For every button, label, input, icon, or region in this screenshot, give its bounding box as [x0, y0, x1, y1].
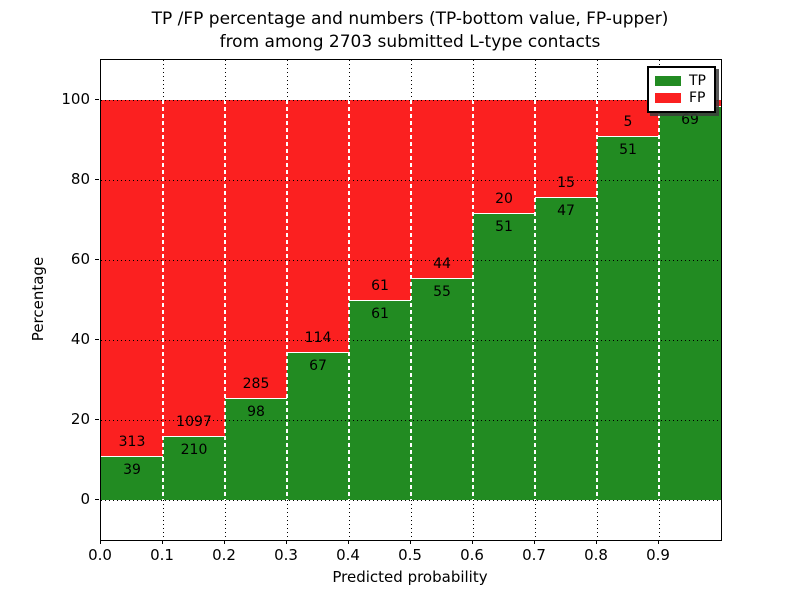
y-axis-label: Percentage	[29, 256, 47, 342]
x-axis-label: Predicted probability	[332, 568, 488, 586]
tp-segment	[163, 435, 225, 500]
tp-segment	[101, 455, 163, 500]
x-tick-label: 0.0	[88, 546, 112, 564]
y-tick-label: 100	[61, 90, 90, 108]
tp-segment	[597, 135, 659, 500]
fp-segment	[411, 100, 473, 278]
y-tick-label: 60	[70, 250, 90, 268]
bar-count-label-fp: 114	[304, 329, 332, 346]
fp-segment	[473, 100, 535, 213]
y-tick-label: 0	[80, 490, 90, 508]
bar-count-label-fp: 15	[557, 174, 575, 191]
fp-segment	[163, 100, 225, 436]
bar-boundary-line	[348, 100, 350, 500]
gridline-horizontal	[101, 180, 721, 181]
x-tick-mark	[162, 540, 163, 544]
bar-count-label-tp: 67	[309, 357, 327, 374]
chart-title: TP /FP percentage and numbers (TP-bottom…	[100, 8, 720, 54]
bar-count-label-tp: 61	[371, 306, 389, 322]
legend-swatch-tp	[655, 75, 681, 86]
bar-count-label-tp: 39	[123, 461, 141, 478]
y-tick-label: 80	[70, 170, 90, 188]
bar-boundary-line	[286, 100, 288, 500]
gridline-horizontal	[101, 260, 721, 261]
x-tick-label: 0.5	[398, 546, 422, 564]
y-tick-mark	[95, 419, 99, 420]
legend-item-tp: TP	[655, 74, 708, 88]
y-tick-label: 40	[70, 330, 90, 348]
x-tick-label: 0.6	[460, 546, 484, 564]
bar-count-label-tp: 55	[433, 283, 451, 300]
tp-segment	[535, 196, 597, 500]
plot-area: 313 39 1097 210 285 98 114 67 61 61 44 55 20 51 15 47 5 5…	[100, 59, 722, 541]
bar-count-label-fp: 44	[433, 255, 451, 272]
bar-boundary-line	[658, 100, 660, 500]
bar-count-label-tp: 51	[495, 218, 513, 235]
x-tick-label: 0.2	[212, 546, 236, 564]
x-tick-label: 0.9	[646, 546, 670, 564]
bar-boundary-line	[596, 100, 598, 500]
bar-boundary-line	[472, 100, 474, 500]
x-tick-mark	[286, 540, 287, 544]
legend-label-tp: TP	[689, 72, 706, 89]
x-tick-mark	[224, 540, 225, 544]
tp-segment	[411, 277, 473, 500]
bar-count-label-fp: 5	[623, 113, 633, 130]
x-tick-mark	[410, 540, 411, 544]
x-tick-mark	[472, 540, 473, 544]
legend-item-fp: FP	[655, 91, 708, 105]
bar-count-label-fp: 285	[242, 375, 270, 392]
bar-count-label-fp: 61	[371, 278, 389, 294]
gridline-horizontal	[101, 340, 721, 341]
y-tick-mark	[95, 179, 99, 180]
tp-segment	[349, 300, 411, 500]
tp-segment	[287, 351, 349, 500]
legend: TP FP	[647, 66, 716, 113]
x-tick-mark	[658, 540, 659, 544]
gridline-horizontal	[101, 420, 721, 421]
legend-label-fp: FP	[689, 90, 706, 107]
fp-segment	[101, 100, 163, 456]
x-tick-label: 0.3	[274, 546, 298, 564]
y-tick-label: 20	[70, 410, 90, 428]
bar-boundary-line	[224, 100, 226, 500]
chart-title-line2: from among 2703 submitted L-type contact…	[219, 32, 601, 52]
y-tick-mark	[95, 99, 99, 100]
tp-segment	[473, 212, 535, 500]
fp-segment	[349, 100, 411, 300]
y-tick-mark	[95, 259, 99, 260]
bar-count-label-fp: 313	[118, 433, 146, 450]
bar-count-label-tp: 69	[681, 111, 699, 128]
bar-count-label-fp: 1097	[176, 413, 212, 430]
x-tick-mark	[100, 540, 101, 544]
x-tick-mark	[596, 540, 597, 544]
bar-count-label-tp: 98	[247, 403, 265, 420]
bar-count-label-tp: 210	[180, 441, 208, 458]
fp-segment	[225, 100, 287, 398]
x-tick-mark	[534, 540, 535, 544]
bar-count-label-tp: 51	[619, 141, 637, 158]
y-tick-mark	[95, 339, 99, 340]
fp-segment	[287, 100, 349, 352]
bar-boundary-line	[162, 100, 164, 500]
legend-swatch-fp	[655, 93, 681, 104]
y-tick-mark	[95, 499, 99, 500]
gridline-horizontal	[101, 100, 721, 101]
x-tick-label: 0.1	[150, 546, 174, 564]
bar-boundary-line	[534, 100, 536, 500]
x-tick-label: 0.4	[336, 546, 360, 564]
x-tick-label: 0.7	[522, 546, 546, 564]
tp-segment	[225, 397, 287, 500]
gridline-horizontal	[101, 500, 721, 501]
tp-segment	[659, 105, 721, 500]
x-tick-label: 0.8	[584, 546, 608, 564]
bar-boundary-line	[410, 100, 412, 500]
chart-title-line1: TP /FP percentage and numbers (TP-bottom…	[151, 9, 669, 29]
bar-count-label-fp: 20	[495, 190, 513, 207]
bar-count-label-tp: 47	[557, 202, 575, 219]
x-tick-mark	[348, 540, 349, 544]
